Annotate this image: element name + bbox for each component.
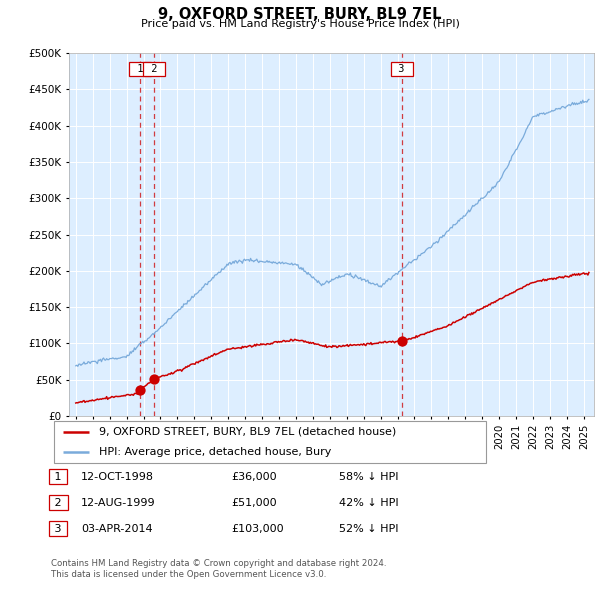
Text: 03-APR-2014: 03-APR-2014 [81, 524, 152, 533]
Point [397, 336, 407, 346]
Text: 1: 1 [51, 472, 65, 481]
Text: 2: 2 [51, 498, 65, 507]
Text: Contains HM Land Registry data © Crown copyright and database right 2024.: Contains HM Land Registry data © Crown c… [51, 559, 386, 568]
Text: 12-OCT-1998: 12-OCT-1998 [81, 472, 154, 481]
Text: 1: 1 [131, 64, 149, 74]
Text: 9, OXFORD STREET, BURY, BL9 7EL (detached house): 9, OXFORD STREET, BURY, BL9 7EL (detache… [100, 427, 397, 437]
Point [135, 385, 145, 395]
Text: 42% ↓ HPI: 42% ↓ HPI [339, 498, 398, 507]
Text: 3: 3 [51, 524, 65, 533]
Text: £51,000: £51,000 [231, 498, 277, 507]
Text: 12-AUG-1999: 12-AUG-1999 [81, 498, 155, 507]
Text: This data is licensed under the Open Government Licence v3.0.: This data is licensed under the Open Gov… [51, 571, 326, 579]
Text: £103,000: £103,000 [231, 524, 284, 533]
Text: HPI: Average price, detached house, Bury: HPI: Average price, detached house, Bury [100, 447, 332, 457]
Text: 52% ↓ HPI: 52% ↓ HPI [339, 524, 398, 533]
Text: Price paid vs. HM Land Registry's House Price Index (HPI): Price paid vs. HM Land Registry's House … [140, 19, 460, 30]
Text: 58% ↓ HPI: 58% ↓ HPI [339, 472, 398, 481]
Point [149, 374, 159, 384]
FancyBboxPatch shape [54, 421, 486, 463]
Text: 2: 2 [145, 64, 163, 74]
Text: £36,000: £36,000 [231, 472, 277, 481]
Text: 9, OXFORD STREET, BURY, BL9 7EL: 9, OXFORD STREET, BURY, BL9 7EL [158, 7, 442, 22]
Text: 3: 3 [392, 64, 411, 74]
